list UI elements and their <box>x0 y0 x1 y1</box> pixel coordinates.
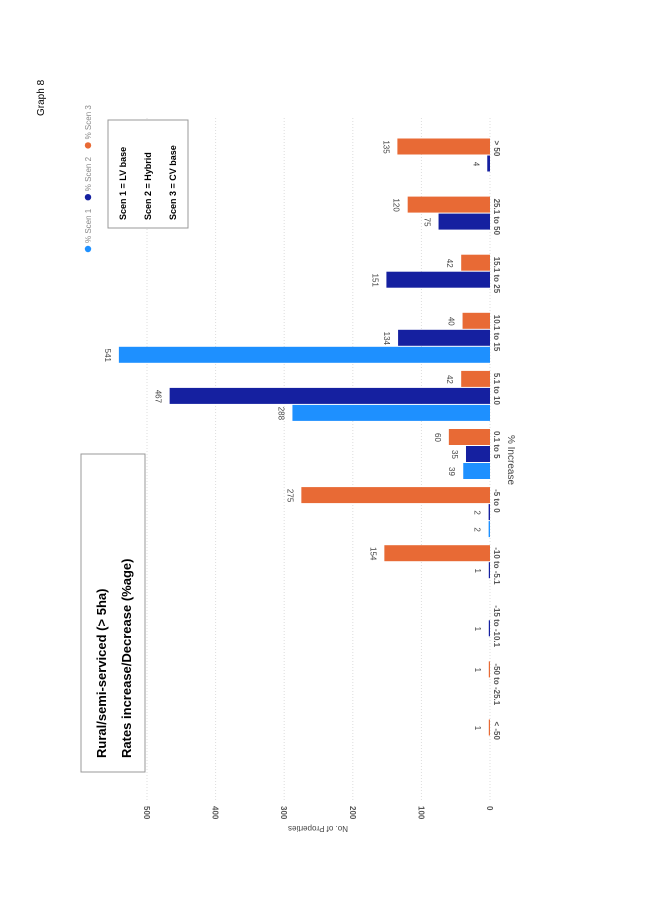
value-label: 40 <box>447 317 456 326</box>
value-label: 2 <box>473 510 482 515</box>
legend-marker <box>84 142 92 149</box>
scenario-key-box <box>107 119 189 229</box>
legend-label: % Scen 1 <box>84 208 93 243</box>
bar-scen-1 <box>118 346 491 363</box>
y-tick-label: 100 <box>416 806 425 820</box>
value-label: 75 <box>423 218 432 227</box>
value-label: 275 <box>285 489 294 503</box>
value-label: 39 <box>447 467 456 476</box>
bar-scen-3 <box>488 661 490 678</box>
bar-scen-1 <box>488 521 490 538</box>
bar-scen-2 <box>398 329 490 346</box>
category-label: -50 to -25.1 <box>492 663 501 705</box>
bar-scen-3 <box>488 719 490 736</box>
bar-scen-1 <box>463 463 490 479</box>
value-label: 42 <box>445 375 454 384</box>
key-line-2: Scen 2 = Hybrid <box>143 152 153 220</box>
value-label: 2 <box>473 527 482 532</box>
bar-scen-3 <box>462 312 490 329</box>
page-label: Graph 8 <box>36 79 47 116</box>
bar-scen-1 <box>292 404 490 421</box>
bar-scen-3 <box>397 138 490 155</box>
bar-scen-3 <box>301 487 490 504</box>
value-label: 60 <box>433 433 442 442</box>
value-label: 288 <box>276 407 285 421</box>
bar-scen-3 <box>384 545 490 562</box>
category-label: 10.1 to 15 <box>492 315 501 352</box>
category-labels: < -50 -50 to -25.1 -15 to -10.1 -10 to -5.1… <box>492 141 501 741</box>
value-label: 541 <box>103 349 112 363</box>
bar-scen-2 <box>438 213 490 230</box>
value-label: 1 <box>473 726 482 731</box>
legend-marker <box>84 194 92 201</box>
category-label: 25.1 to 50 <box>492 199 501 236</box>
category-label: > 50 <box>492 141 501 157</box>
bar-scen-2 <box>488 562 490 579</box>
bar-scen-3 <box>461 370 490 387</box>
bar-scen-2 <box>169 387 490 404</box>
y-tick-label: 400 <box>211 806 220 820</box>
bar-scen-2 <box>488 620 490 637</box>
value-label: 151 <box>370 274 379 288</box>
legend: % Scen 1 % Scen 2 % Scen 3 <box>84 105 93 253</box>
legend-label: % Scen 2 <box>84 156 93 191</box>
y-tick-labels: 0 100 200 300 400 500 <box>142 806 494 820</box>
value-label: 1 <box>473 668 482 673</box>
value-label: 135 <box>381 140 390 154</box>
category-label: -10 to -5.1 <box>492 547 501 585</box>
key-line-3: Scen 3 = CV base <box>168 145 178 220</box>
x-axis-title: % Increase <box>505 435 516 485</box>
y-tick-label: 200 <box>348 806 357 820</box>
bar-scen-3 <box>461 254 490 271</box>
value-label: 154 <box>368 547 377 561</box>
bar-scen-2 <box>488 504 490 521</box>
y-tick-label: 300 <box>279 806 288 820</box>
y-tick-label: 0 <box>485 806 494 811</box>
value-label: 4 <box>471 162 480 167</box>
y-axis-title: No. of Properties <box>288 824 348 833</box>
value-label: 42 <box>445 259 454 268</box>
value-label: 120 <box>392 198 401 212</box>
bar-scen-3 <box>448 429 490 445</box>
y-tick-label: 500 <box>142 806 151 820</box>
legend-label: % Scen 3 <box>84 105 93 140</box>
category-label: -5 to 0 <box>492 489 501 513</box>
bar-scen-2 <box>465 446 490 462</box>
value-label: 35 <box>450 450 459 459</box>
category-label: 0.1 to 5 <box>492 431 501 459</box>
title-line-1: Rural/semi-serviced (> 5ha) <box>94 589 109 758</box>
value-label: 134 <box>382 332 391 346</box>
category-label: -15 to -10.1 <box>492 605 501 647</box>
bar-scen-2 <box>386 271 490 288</box>
value-label: 1 <box>473 568 482 573</box>
value-label: 467 <box>154 390 163 404</box>
title-box <box>80 453 146 773</box>
key-line-1: Scen 1 = LV base <box>118 147 128 220</box>
title-line-2: Rates increase/Decrease (%age) <box>119 559 134 758</box>
bars <box>118 138 491 736</box>
bar-scen-3 <box>407 196 490 213</box>
legend-marker <box>84 245 92 253</box>
category-label: 5.1 to 10 <box>492 373 501 406</box>
bar-scen-2 <box>487 155 490 172</box>
value-labels: 1 1 1 1 154 2 2 275 39 35 60 288 467 42 541 134 40 151 42 7… <box>103 140 482 730</box>
category-label: < -50 <box>492 722 501 741</box>
category-label: 15.1 to 25 <box>492 257 501 294</box>
value-label: 1 <box>473 627 482 632</box>
